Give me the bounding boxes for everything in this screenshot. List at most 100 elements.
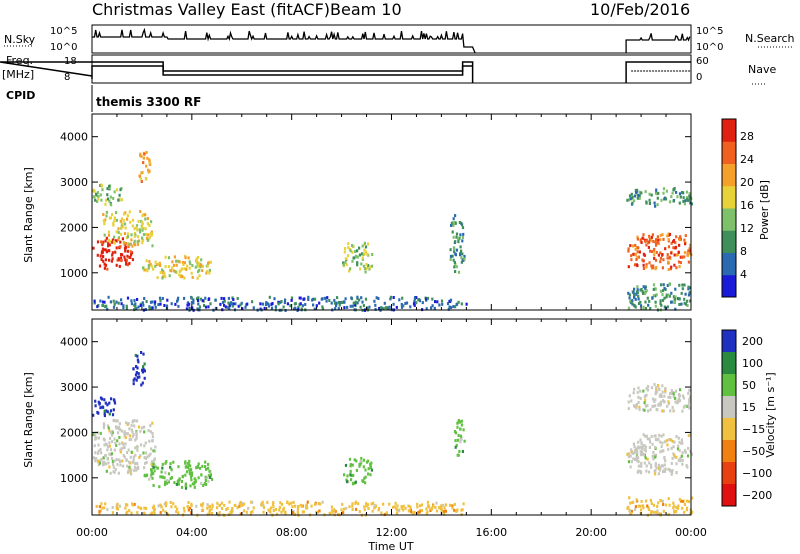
data-cell — [196, 260, 199, 264]
data-cell — [113, 437, 116, 441]
data-cell — [668, 232, 672, 236]
data-cell — [148, 235, 151, 239]
data-cell — [139, 177, 142, 181]
colorbar-swatch — [722, 163, 736, 187]
data-cell — [111, 240, 114, 244]
data-cell — [447, 307, 450, 311]
data-cell — [151, 506, 155, 510]
data-cell — [152, 466, 155, 469]
data-cell — [135, 365, 138, 368]
data-cell — [108, 199, 111, 203]
data-cell — [661, 298, 665, 302]
data-cell — [239, 303, 242, 307]
data-cell — [128, 460, 131, 464]
data-cell — [637, 297, 640, 301]
data-cell — [678, 201, 681, 205]
data-cell — [108, 243, 111, 247]
data-cell — [661, 449, 664, 453]
data-cell — [94, 451, 97, 455]
data-cell — [455, 303, 458, 307]
data-cell — [150, 462, 153, 466]
data-cell — [639, 304, 643, 308]
data-cell — [649, 408, 652, 412]
data-cell — [640, 441, 643, 445]
data-cell — [163, 483, 167, 487]
y-tick-label: 3000 — [60, 381, 88, 394]
data-cell — [164, 501, 167, 505]
data-cell — [449, 258, 452, 261]
data-cell — [182, 506, 185, 510]
data-cell — [252, 306, 255, 310]
data-cell — [453, 261, 456, 264]
data-cell — [249, 511, 253, 514]
data-cell — [190, 296, 193, 300]
data-cell — [108, 429, 111, 433]
data-cell — [151, 267, 155, 271]
x-tick-label: 12:00 — [376, 526, 408, 539]
data-cell — [432, 504, 435, 508]
data-cell — [670, 461, 673, 465]
data-cell — [118, 504, 122, 508]
data-cell — [125, 258, 128, 262]
data-cell — [645, 469, 648, 473]
data-cell — [680, 438, 683, 442]
data-cell — [643, 253, 646, 257]
data-cell — [196, 276, 199, 280]
data-cell — [170, 269, 173, 273]
data-cell — [92, 246, 95, 250]
data-cell — [650, 502, 653, 505]
data-cell — [638, 250, 641, 254]
data-cell — [130, 424, 133, 428]
data-cell — [93, 444, 96, 448]
data-cell — [365, 502, 368, 506]
data-cell — [147, 266, 150, 270]
data-cell — [175, 263, 178, 267]
data-cell — [304, 504, 308, 508]
data-cell — [635, 292, 638, 296]
data-cell — [667, 497, 670, 501]
colorbar-tick-label: 20 — [740, 176, 754, 189]
data-cell — [661, 399, 665, 403]
data-cell — [362, 458, 366, 462]
data-cell — [460, 221, 463, 225]
data-cell — [659, 238, 662, 242]
data-cell — [401, 296, 404, 300]
data-cell — [131, 224, 134, 228]
data-cell — [641, 447, 644, 451]
data-cell — [637, 456, 640, 460]
data-cell — [96, 459, 100, 463]
data-cell — [110, 203, 113, 207]
data-cell — [639, 300, 642, 304]
data-cell — [274, 305, 277, 309]
data-cell — [279, 300, 282, 304]
data-cell — [449, 306, 453, 310]
data-cell — [461, 252, 464, 256]
data-cell — [109, 409, 113, 413]
data-cell — [439, 507, 442, 510]
data-cell — [335, 301, 338, 305]
data-cell — [143, 425, 146, 429]
data-cell — [129, 461, 132, 465]
data-cell — [134, 353, 137, 357]
data-cell — [305, 506, 308, 510]
data-cell — [655, 238, 658, 242]
data-cell — [654, 453, 658, 457]
data-cell — [672, 445, 675, 449]
data-cell — [158, 485, 161, 489]
data-cell — [655, 266, 658, 269]
data-cell — [307, 295, 310, 299]
data-cell — [633, 292, 636, 296]
data-cell — [656, 509, 659, 513]
data-cell — [206, 476, 209, 480]
data-cell — [115, 246, 118, 250]
data-cell — [304, 303, 307, 306]
data-cell — [642, 408, 645, 412]
data-cell — [135, 434, 138, 438]
data-cell — [636, 246, 640, 250]
data-cell — [683, 301, 686, 305]
data-cell — [674, 396, 677, 400]
data-cell — [99, 254, 102, 258]
data-cell — [635, 456, 638, 459]
data-cell — [145, 451, 148, 455]
data-cell — [171, 266, 174, 270]
